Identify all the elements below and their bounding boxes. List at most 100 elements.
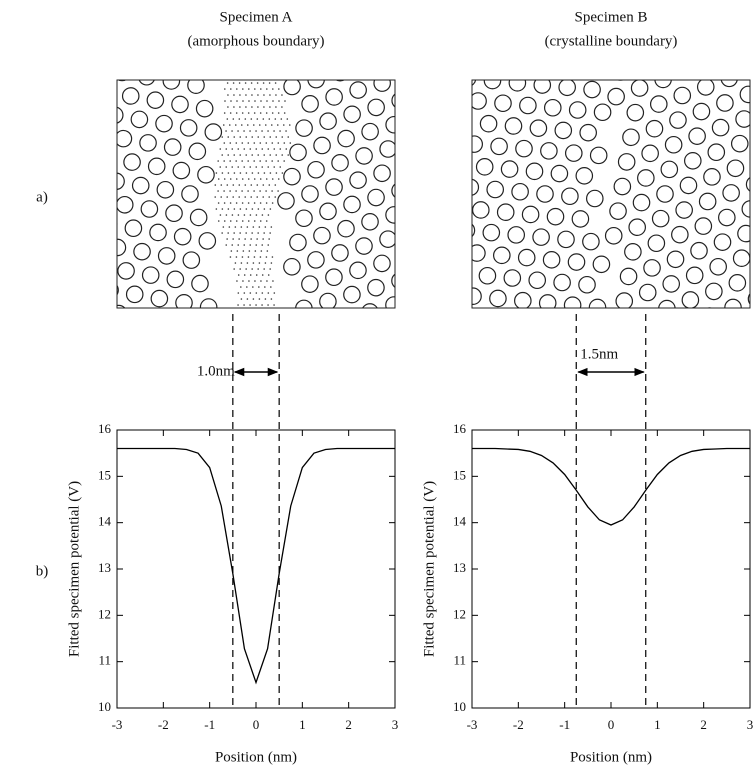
amorphous-dot [258, 298, 261, 300]
x-tick-label: -3 [467, 717, 478, 732]
amorphous-dot [266, 250, 269, 252]
amorphous-dot [230, 100, 232, 102]
atom-column [745, 176, 750, 192]
amorphous-dot [253, 220, 256, 222]
amorphous-dot [251, 136, 254, 138]
amorphous-dot [231, 214, 234, 216]
amorphous-dot [263, 136, 266, 138]
amorphous-dot [281, 154, 284, 156]
amorphous-dot [229, 190, 231, 192]
atom-column [283, 80, 301, 96]
atom-column [373, 254, 391, 273]
atom-column [135, 310, 151, 326]
amorphous-dot [234, 226, 237, 228]
amorphous-dot [217, 190, 219, 192]
amorphous-dot [247, 190, 249, 192]
amorphous-dot [270, 286, 272, 288]
atom-column [563, 296, 582, 308]
amorphous-dot [235, 112, 238, 114]
amorphous-dot [247, 142, 250, 144]
amorphous-dot [230, 88, 232, 90]
atom-column [117, 304, 126, 308]
atom-column [589, 146, 608, 165]
amorphous-dot [273, 166, 276, 168]
atom-column [301, 185, 319, 203]
amorphous-dot [244, 118, 247, 120]
atom-column [705, 307, 714, 308]
x-tick-label: 3 [392, 717, 399, 732]
amorphous-dot [222, 226, 225, 228]
amorphous-dot [257, 208, 260, 210]
amorphous-dot [223, 112, 226, 114]
atom-column [479, 114, 498, 133]
atom-column [658, 299, 676, 308]
width-annotation: 1.0nm [197, 363, 235, 379]
amorphous-dot [238, 238, 240, 240]
amorphous-dot [220, 196, 223, 198]
atom-column [615, 292, 634, 308]
amorphous-dot [225, 130, 227, 132]
atom-column [571, 210, 590, 228]
amorphous-dot [253, 142, 256, 144]
atom-column [635, 309, 651, 325]
amorphous-dot [259, 190, 261, 192]
atom-column [289, 143, 307, 162]
chart-subtitle: (amorphous boundary) [187, 33, 324, 49]
atom-column [117, 172, 125, 191]
amorphous-dot [253, 190, 255, 192]
atom-column [325, 178, 343, 196]
amorphous-dot [261, 214, 264, 216]
amorphous-dot [252, 226, 255, 228]
atom-column [645, 119, 664, 138]
atom-column [525, 162, 544, 181]
amorphous-dot [277, 160, 279, 162]
atom-column [739, 85, 750, 104]
atom-column [550, 164, 569, 183]
y-tick-label: 11 [453, 653, 466, 668]
atom-column [355, 147, 373, 165]
amorphous-dot [262, 118, 265, 120]
amorphous-dot [217, 160, 219, 162]
amorphous-dot [271, 160, 273, 162]
amorphous-dot [229, 202, 232, 204]
amorphous-dot [258, 286, 260, 288]
x-tick-label: 0 [608, 717, 615, 732]
amorphous-dot [259, 202, 262, 204]
atom-column [123, 153, 141, 171]
amorphous-dot [235, 256, 238, 258]
atom-column [568, 101, 587, 119]
amorphous-dot [254, 250, 257, 252]
amorphous-dot [243, 214, 246, 216]
amorphous-dot [254, 280, 256, 282]
atom-column [171, 95, 189, 114]
atom-column [532, 228, 550, 246]
amorphous-dot [258, 124, 261, 126]
amorphous-dot [241, 160, 243, 162]
atom-column [724, 298, 742, 308]
atom-column [542, 251, 561, 269]
amorphous-dot [269, 106, 271, 108]
atom-column [751, 152, 756, 168]
atom-column [609, 202, 627, 220]
amorphous-dot [276, 124, 279, 126]
amorphous-dot [267, 214, 270, 216]
amorphous-dot [269, 208, 272, 210]
amorphous-dot [251, 154, 254, 156]
amorphous-dot [231, 148, 234, 150]
amorphous-dot [220, 184, 223, 186]
atom-column [349, 261, 367, 280]
amorphous-dot [232, 82, 235, 84]
amorphous-dot [259, 112, 262, 114]
amorphous-dot [279, 166, 282, 168]
amorphous-dot [227, 232, 229, 234]
amorphous-dot [224, 88, 226, 90]
atom-column [500, 160, 519, 178]
amorphous-dot [265, 178, 268, 180]
amorphous-dot [226, 82, 229, 84]
amorphous-dot [249, 292, 252, 294]
atom-column [489, 289, 507, 308]
atom-column [583, 80, 601, 99]
amorphous-dot [266, 280, 268, 282]
amorphous-dot [236, 250, 239, 252]
amorphous-dot [259, 160, 261, 162]
